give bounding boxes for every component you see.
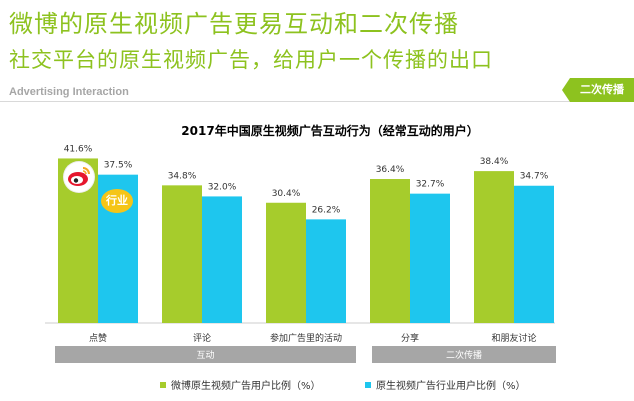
legend-label-weibo: 微博原生视频广告用户比例（%）: [171, 381, 321, 392]
bar-industry: [306, 219, 346, 323]
weibo-logo-icon: [64, 162, 94, 192]
bar-industry: [514, 185, 554, 323]
page-subtitle: 社交平台的原生视频广告，给用户一个传播的出口: [9, 48, 493, 72]
legend-item-industry: 原生视频广告行业用户比例（%）: [365, 377, 526, 392]
industry-badge: 行业: [101, 189, 133, 213]
legend-swatch-weibo: [160, 381, 166, 388]
data-label: 34.8%: [168, 171, 197, 181]
legend-label-industry: 原生视频广告行业用户比例（%）: [376, 381, 526, 392]
section-tag: 二次传播: [562, 78, 634, 102]
group-label: 二次传播: [446, 349, 482, 361]
data-label: 41.6%: [64, 144, 93, 154]
bar-weibo: [370, 179, 410, 323]
group-bar: [372, 346, 556, 363]
header-divider: [0, 101, 580, 102]
data-label: 34.7%: [520, 172, 549, 182]
group-label: 互动: [196, 350, 214, 361]
bar-weibo: [474, 171, 514, 323]
category-label: 分享: [401, 332, 419, 344]
data-label: 32.7%: [416, 180, 445, 190]
legend-swatch-industry: [365, 381, 371, 388]
bar-weibo: [162, 185, 202, 323]
bar-industry: [410, 193, 450, 323]
category-label: 评论: [193, 332, 211, 344]
data-label: 26.2%: [312, 205, 341, 215]
data-label: 37.5%: [104, 161, 133, 171]
data-label: 36.4%: [376, 165, 405, 175]
data-label: 30.4%: [272, 189, 301, 199]
category-label: 点赞: [89, 332, 107, 344]
data-label: 32.0%: [208, 182, 237, 192]
section-label: Advertising Interaction: [9, 86, 129, 98]
bar-industry: [202, 196, 242, 323]
page-title: 微博的原生视频广告更易互动和二次传播: [9, 10, 459, 38]
category-label: 和朋友讨论: [491, 332, 536, 344]
category-label: 参加广告里的活动: [270, 332, 342, 344]
legend-item-weibo: 微博原生视频广告用户比例（%）: [160, 377, 321, 392]
bar-weibo: [266, 202, 306, 323]
group-bar: [55, 346, 356, 363]
data-label: 38.4%: [480, 157, 509, 167]
chart-title: 2017年中国原生视频广告互动行为（经常互动的用户）: [181, 123, 478, 138]
